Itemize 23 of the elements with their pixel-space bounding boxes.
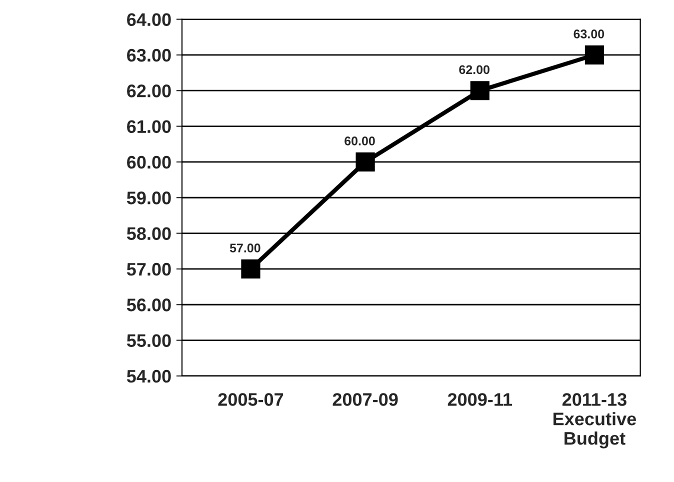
data-label: 60.00 bbox=[344, 136, 375, 146]
y-tick-label: 54.00 bbox=[126, 370, 171, 383]
y-tick-label: 63.00 bbox=[127, 48, 171, 62]
x-tick-label: 2007-09 bbox=[332, 393, 398, 406]
x-tick-label: 2005-07 bbox=[218, 393, 284, 406]
y-tick-label: 61.00 bbox=[127, 120, 171, 134]
y-tick-label: 59.00 bbox=[126, 192, 171, 204]
y-tick-label: 60.00 bbox=[127, 156, 171, 169]
point bbox=[356, 152, 375, 172]
point bbox=[470, 81, 490, 100]
point bbox=[241, 259, 260, 279]
data-label: 62.00 bbox=[459, 65, 490, 74]
point bbox=[584, 45, 604, 64]
x-tick-label: 2009-11 bbox=[448, 393, 512, 406]
data-label: 57.00 bbox=[230, 244, 260, 252]
y-tick-label: 56.00 bbox=[126, 298, 171, 312]
x-tick-label: 2011-13 Executive Budget bbox=[554, 393, 636, 448]
y-tick-label: 62.00 bbox=[127, 84, 171, 98]
y-tick-label: 64.00 bbox=[127, 13, 171, 26]
y-tick-label: 58.00 bbox=[126, 227, 171, 240]
data-label: 63.00 bbox=[574, 30, 604, 38]
y-tick-label: 55.00 bbox=[126, 334, 171, 348]
y-tick-label: 57.00 bbox=[126, 262, 171, 276]
